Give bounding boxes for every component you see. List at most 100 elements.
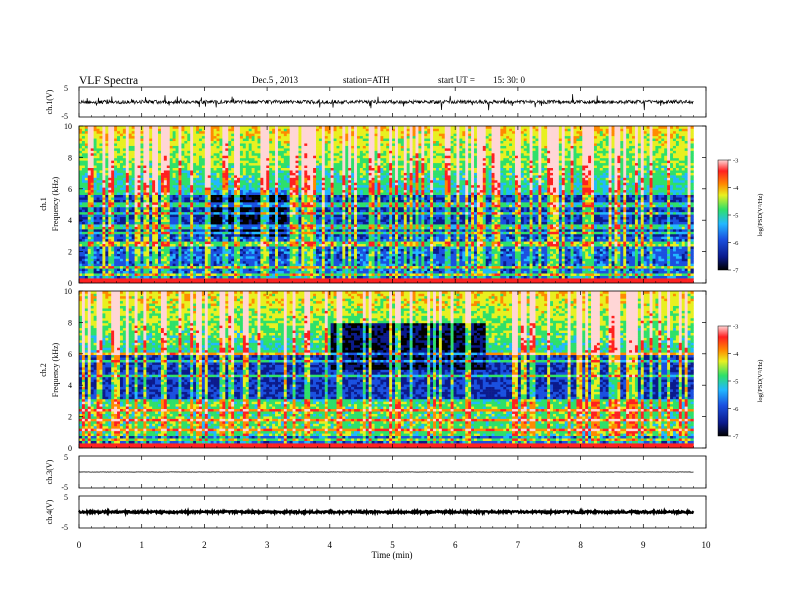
- spectrogram-cell: [623, 261, 626, 264]
- spectrogram-cell: [638, 263, 641, 266]
- spectrogram-cell: [363, 263, 366, 266]
- spectrogram-cell: [325, 256, 328, 259]
- spectrogram-cell: [597, 261, 600, 264]
- spectrogram-cell: [237, 258, 240, 261]
- spectrogram-cell: [275, 278, 278, 281]
- spectrogram-cell: [535, 268, 538, 271]
- spectrogram-cell: [468, 271, 471, 274]
- spectrogram-cell: [246, 258, 249, 261]
- spectrogram-cell: [164, 268, 167, 271]
- spectrogram-cell: [667, 268, 670, 271]
- spectrogram-cell: [120, 256, 123, 259]
- spectrogram-cell: [685, 268, 688, 271]
- spectrogram-cell: [603, 271, 606, 274]
- spectrogram-cell: [515, 271, 518, 274]
- spectrogram-cell: [629, 258, 632, 261]
- spectrogram-cell: [164, 266, 167, 269]
- spectrogram-cell: [571, 261, 574, 264]
- spectrogram-cell: [164, 258, 167, 261]
- spectrogram-cell: [395, 261, 398, 264]
- spectrogram-cell: [544, 263, 547, 266]
- spectrogram-cell: [585, 273, 588, 276]
- spectrogram-cell: [260, 263, 263, 266]
- spectrogram-cell: [506, 278, 509, 281]
- spectrogram-cell: [117, 268, 120, 271]
- spectrogram-cell: [231, 261, 234, 264]
- spectrogram-cell: [202, 266, 205, 269]
- spectrogram-cell: [617, 263, 620, 266]
- spectrogram-cell: [398, 261, 401, 264]
- spectrogram-cell: [272, 276, 275, 279]
- spectrogram-cell: [310, 263, 313, 266]
- spectrogram-cell: [91, 268, 94, 271]
- spectrogram-cell: [676, 273, 679, 276]
- spectrogram-cell: [316, 263, 319, 266]
- spectrogram-cell: [483, 273, 486, 276]
- spectrogram-cell: [515, 273, 518, 276]
- spectrogram-cell: [155, 263, 158, 266]
- spectrogram-cell: [667, 266, 670, 269]
- spectrogram-cell: [550, 266, 553, 269]
- spectrogram-cell: [395, 258, 398, 261]
- spectrogram-cell: [345, 278, 348, 281]
- spectrogram-cell: [401, 268, 404, 271]
- spectrogram-cell: [691, 258, 694, 261]
- spectrogram-cell: [149, 261, 152, 264]
- spectrogram-cell: [503, 276, 506, 279]
- spectrogram-cell: [682, 273, 685, 276]
- spectrogram-cell: [164, 271, 167, 274]
- spectrogram-cell: [246, 266, 249, 269]
- spectrogram-cell: [383, 278, 386, 281]
- spectrogram-cell: [158, 271, 161, 274]
- spectrogram-cell: [489, 276, 492, 279]
- spectrogram-cell: [184, 276, 187, 279]
- spectrogram-cell: [436, 268, 439, 271]
- spectrogram-cell: [123, 261, 126, 264]
- spectrogram-cell: [339, 266, 342, 269]
- spectrogram-cell: [480, 268, 483, 271]
- spectrogram-cell: [442, 271, 445, 274]
- spectrogram-cell: [477, 268, 480, 271]
- spectrogram-cell: [193, 263, 196, 266]
- spectrogram-cell: [263, 263, 266, 266]
- spectrogram-cell: [541, 268, 544, 271]
- spectrogram-cell: [284, 256, 287, 259]
- spectrogram-cell: [380, 268, 383, 271]
- spectrogram-cell: [161, 258, 164, 261]
- spectrogram-cell: [638, 266, 641, 269]
- spectrogram-cell: [290, 273, 293, 276]
- spectrogram-cell: [658, 268, 661, 271]
- spectrogram-cell: [146, 276, 149, 279]
- spectrogram-cell: [404, 273, 407, 276]
- spectrogram-cell: [691, 263, 694, 266]
- spectrogram-cell: [679, 276, 682, 279]
- spectrogram-cell: [120, 276, 123, 279]
- spectrogram-cell: [515, 268, 518, 271]
- spectrogram-cell: [544, 268, 547, 271]
- spectrogram-cell: [375, 266, 378, 269]
- spectrogram-cell: [556, 273, 559, 276]
- spectrogram-cell: [492, 273, 495, 276]
- spectrogram-cell: [556, 276, 559, 279]
- spectrogram-cell: [594, 278, 597, 281]
- spectrogram-cell: [307, 276, 310, 279]
- spectrogram-cell: [401, 263, 404, 266]
- spectrogram-cell: [219, 273, 222, 276]
- spectrogram-cell: [620, 268, 623, 271]
- spectrogram-cell: [454, 273, 457, 276]
- spectrogram-cell: [260, 273, 263, 276]
- spectrogram-cell: [82, 268, 85, 271]
- spectrogram-cell: [351, 266, 354, 269]
- spectrogram-cell: [524, 271, 527, 274]
- spectrogram-cell: [176, 261, 179, 264]
- spectrogram-cell: [494, 266, 497, 269]
- spectrogram-cell: [99, 268, 102, 271]
- spectrogram-cell: [603, 268, 606, 271]
- spectrogram-cell: [448, 268, 451, 271]
- spectrogram-cell: [322, 276, 325, 279]
- spectrogram-cell: [211, 273, 214, 276]
- spectrogram-cell: [108, 278, 111, 281]
- spectrogram-cell: [576, 261, 579, 264]
- spectrogram-cell: [477, 271, 480, 274]
- spectrogram-cell: [240, 273, 243, 276]
